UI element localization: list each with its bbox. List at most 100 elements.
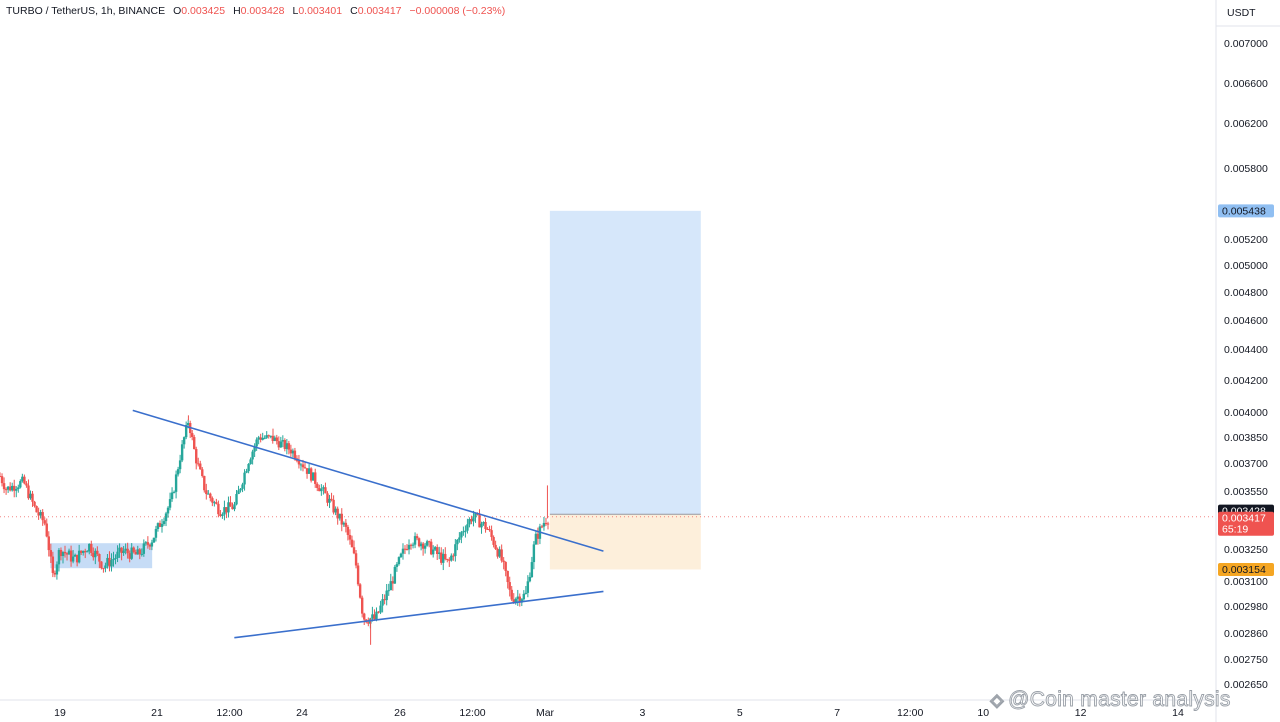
candle-body	[371, 614, 374, 619]
candle-body	[405, 549, 409, 551]
candle-body	[170, 492, 174, 500]
candle-body	[13, 485, 16, 491]
candle-body	[259, 437, 262, 440]
candle-body	[195, 449, 198, 464]
candle-body	[33, 501, 36, 507]
candle-body	[19, 481, 22, 488]
time-tick-label: 12:00	[897, 707, 923, 719]
candle-body	[490, 530, 493, 538]
candle-body	[150, 542, 154, 547]
candle-body	[211, 498, 214, 503]
candle-body	[84, 550, 87, 553]
candle-body	[65, 553, 69, 555]
candle-body	[90, 543, 93, 553]
candle-body	[245, 471, 248, 473]
candle-body	[140, 553, 144, 555]
candle-body	[544, 522, 548, 524]
candle-body	[316, 483, 319, 488]
candle-body	[255, 439, 258, 447]
candle-body	[237, 490, 240, 495]
candle-body	[25, 483, 28, 486]
candlestick-series	[0, 415, 550, 645]
candle-body	[494, 544, 497, 549]
change-value: −0.000008 (−0.23%)	[409, 5, 506, 17]
candle-body	[484, 521, 487, 530]
candle-body	[421, 543, 425, 549]
candle-body	[257, 437, 260, 440]
candle-body	[75, 554, 79, 563]
candle-body	[524, 592, 528, 594]
symbol-title[interactable]: TURBO / TetherUS, 1h, BINANCE	[6, 5, 166, 17]
candle-body	[346, 526, 350, 535]
candle-body	[29, 493, 32, 499]
target-zone	[549, 210, 701, 515]
time-axis[interactable]: 19 21 12:00 24 26 12:00 Mar 3 5 7 12:00 10 12 14	[54, 707, 1184, 719]
candle-body	[297, 460, 301, 465]
candle-body	[334, 508, 337, 513]
candle-body	[446, 558, 449, 560]
candle-body	[106, 557, 109, 566]
time-tick-label: 24	[296, 707, 308, 719]
candle-body	[466, 524, 469, 531]
candle-body	[59, 549, 63, 557]
candle-body	[231, 506, 234, 510]
candle-body	[391, 581, 395, 584]
candle-body	[462, 531, 465, 533]
price-tag-last	[1218, 511, 1274, 536]
candle-body	[478, 514, 481, 528]
price-tick-label: 0.003700	[1224, 458, 1268, 470]
time-tick-label: 19	[54, 707, 66, 719]
candle-body	[267, 435, 270, 437]
candle-body	[423, 545, 427, 549]
candle-body	[43, 520, 46, 524]
candle-body	[318, 487, 321, 492]
candle-body	[508, 582, 511, 590]
candle-body	[438, 552, 441, 554]
candle-body	[419, 543, 423, 547]
price-tick-label: 0.002860	[1224, 628, 1268, 640]
price-tick-label: 0.002750	[1224, 654, 1268, 666]
candle-body	[393, 566, 397, 584]
candle-body	[176, 469, 180, 475]
close-label: C	[350, 5, 358, 17]
candle-body	[158, 523, 162, 527]
candle-body	[279, 441, 283, 448]
candle-body	[253, 446, 256, 452]
candle-body	[172, 491, 176, 493]
high-value: 0.003428	[240, 5, 285, 17]
candle-body	[488, 529, 491, 531]
price-tag-last-label: 0.003417	[1222, 513, 1266, 525]
price-tag-target-label: 0.005438	[1222, 205, 1266, 217]
candle-body	[191, 433, 194, 438]
candle-body	[35, 506, 38, 513]
candle-body	[444, 553, 447, 559]
trendlines[interactable]	[132, 409, 604, 639]
candle-body	[104, 565, 107, 569]
candle-body	[207, 493, 210, 495]
candle-body	[528, 577, 532, 582]
candle-body	[67, 550, 71, 555]
candle-body	[94, 550, 97, 558]
candle-body	[0, 476, 4, 484]
candle-body	[464, 530, 467, 532]
candle-body	[108, 557, 111, 567]
price-tick-label: 0.003100	[1224, 576, 1268, 588]
candle-body	[440, 552, 443, 563]
candle-body	[47, 536, 50, 551]
diamond-logo-icon: ◈	[990, 690, 1005, 711]
candle-body	[122, 550, 125, 554]
candle-body	[496, 548, 499, 557]
candle-body	[174, 474, 178, 492]
price-tag-stop-label: 0.003154	[1222, 564, 1266, 576]
candle-body	[448, 559, 451, 561]
candle-body	[77, 550, 81, 563]
candle-body	[281, 440, 285, 442]
candle-body	[215, 502, 218, 504]
candle-body	[518, 596, 521, 603]
candle-body	[23, 476, 26, 484]
position-zones	[549, 210, 701, 570]
close-value: 0.003417	[357, 5, 402, 17]
candle-body	[86, 551, 89, 553]
